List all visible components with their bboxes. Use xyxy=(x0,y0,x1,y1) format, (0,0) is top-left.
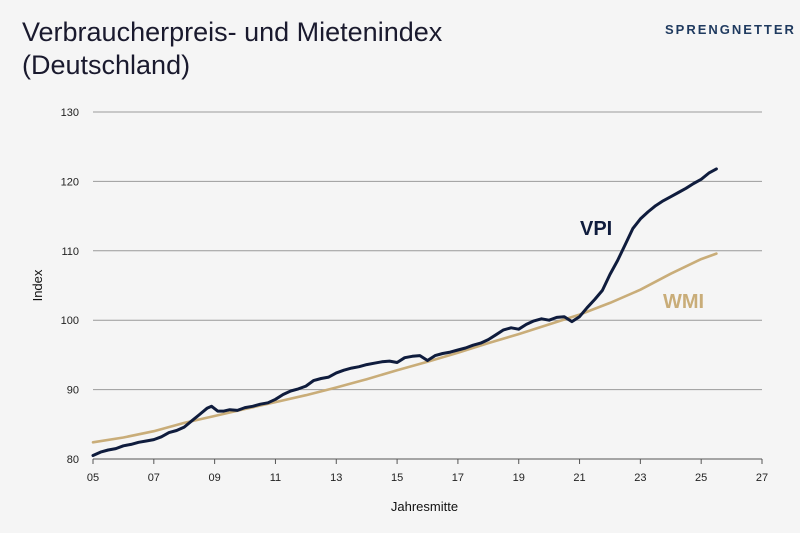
x-tick-label: 25 xyxy=(695,472,707,484)
sprengnetter-logo: SPRENGNETTER xyxy=(665,22,796,37)
x-tick-label: 17 xyxy=(452,472,464,484)
x-axis-title: Jahresmitte xyxy=(391,499,458,514)
x-tick-label: 23 xyxy=(634,472,646,484)
x-tick-label: 13 xyxy=(330,472,342,484)
x-tick-label: 15 xyxy=(391,472,403,484)
x-axis-ticks: 05 07 09 11 13 15 17 19 21 23 25 27 xyxy=(87,459,768,484)
series-labels: VPI WMI xyxy=(580,218,704,313)
x-tick-label: 11 xyxy=(270,472,281,484)
logo-text: SPRENGNETTER xyxy=(665,22,796,37)
y-axis-title: Index xyxy=(30,269,45,301)
gridlines xyxy=(93,111,762,391)
y-tick-label: 80 xyxy=(67,454,79,466)
series-lines xyxy=(91,167,718,457)
x-tick-label: 09 xyxy=(209,472,221,484)
x-tick-label: 21 xyxy=(573,472,585,484)
x-tick-label: 19 xyxy=(513,472,525,484)
title-line-2: (Deutschland) xyxy=(22,50,191,80)
series-line-wmi xyxy=(91,252,718,444)
x-tick-label: 27 xyxy=(756,472,768,484)
y-tick-label: 100 xyxy=(61,315,79,327)
x-tick-label: 07 xyxy=(148,472,160,484)
series-line-vpi xyxy=(91,167,718,457)
title-line-1: Verbraucherpreis- und Mietenindex xyxy=(22,17,443,47)
y-tick-label: 130 xyxy=(61,107,79,119)
y-tick-label: 120 xyxy=(61,176,79,188)
y-axis-ticks: 80 90 100 110 120 130 xyxy=(61,107,79,466)
series-label-wmi: WMI xyxy=(663,291,704,313)
y-tick-label: 90 xyxy=(67,385,79,397)
chart-title: Verbraucherpreis- und Mietenindex (Deuts… xyxy=(22,16,442,82)
series-label-vpi: VPI xyxy=(580,218,612,240)
y-tick-label: 110 xyxy=(61,246,79,258)
x-tick-label: 05 xyxy=(87,472,99,484)
